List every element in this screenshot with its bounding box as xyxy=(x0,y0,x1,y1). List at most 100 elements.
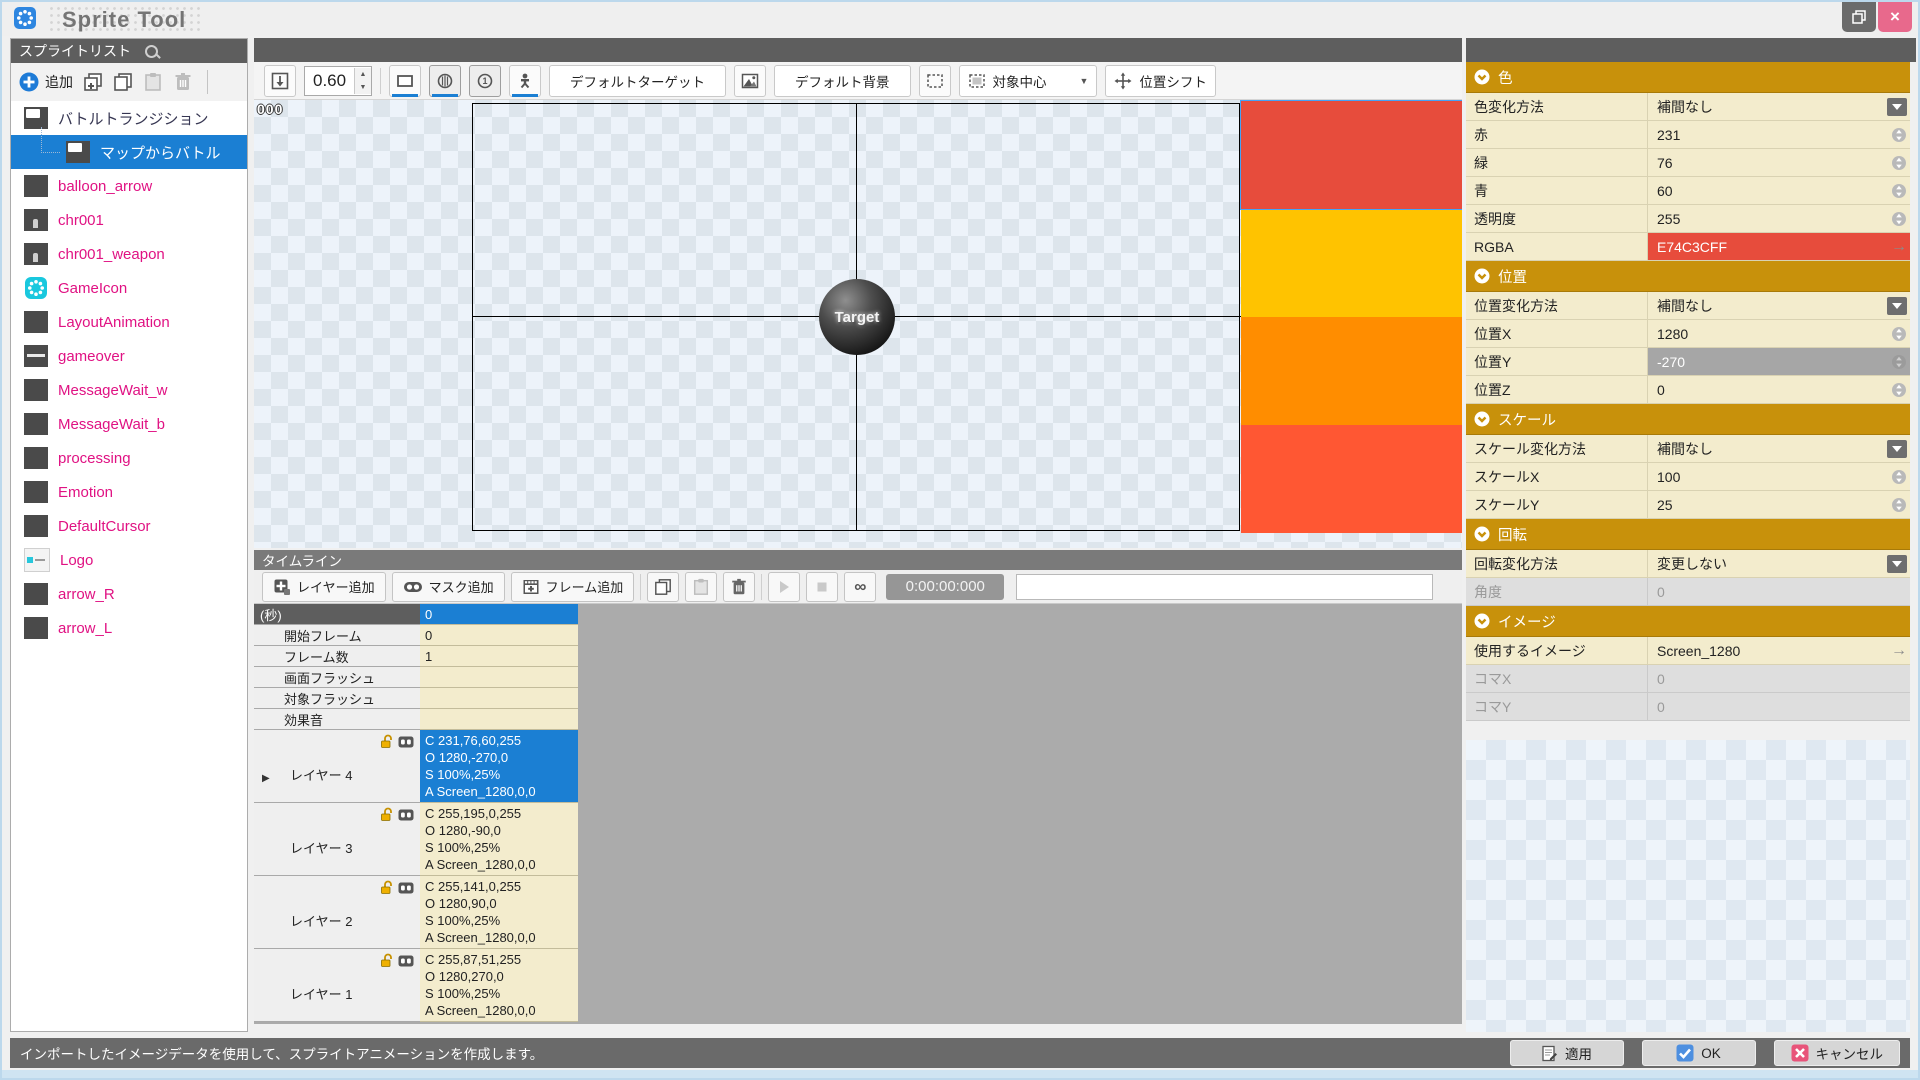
section-header-image[interactable]: イメージ xyxy=(1466,606,1910,637)
search-icon[interactable] xyxy=(145,44,158,58)
arrow-right-icon[interactable]: → xyxy=(1891,237,1907,255)
target-sphere[interactable]: Target xyxy=(819,279,895,355)
layer4-name-cell[interactable]: ▶ レイヤー 4 xyxy=(254,730,420,803)
layer4-bar-selected[interactable] xyxy=(1240,100,1462,210)
row-value-sound-effect[interactable] xyxy=(420,709,578,730)
green-value[interactable]: 76 xyxy=(1648,149,1910,177)
section-header-position[interactable]: 位置 xyxy=(1466,261,1910,292)
stop-button[interactable] xyxy=(806,571,839,602)
list-item-processing[interactable]: processing xyxy=(11,441,247,475)
unlock-icon[interactable] xyxy=(380,734,394,749)
frame-0-cell-selected[interactable]: 0 xyxy=(420,604,578,625)
toggle-frame-view-button[interactable] xyxy=(389,64,421,97)
spin-down-icon[interactable]: ▼ xyxy=(355,80,371,94)
spinner-icon[interactable] xyxy=(1891,155,1907,171)
delete-frame-button[interactable] xyxy=(723,571,756,602)
delete-sprite-icon[interactable] xyxy=(173,72,193,92)
paste-sprite-icon[interactable] xyxy=(143,72,163,92)
cancel-button[interactable]: キャンセル xyxy=(1773,1040,1900,1066)
position-shift-button[interactable]: 位置シフト xyxy=(1105,64,1216,97)
opacity-value[interactable]: 255 xyxy=(1648,205,1910,233)
restore-window-button[interactable] xyxy=(1842,2,1876,32)
section-header-color[interactable]: 色 xyxy=(1466,62,1910,93)
layer1-bar[interactable] xyxy=(1241,425,1462,533)
layer1-name-cell[interactable]: レイヤー 1 xyxy=(254,949,420,1022)
arrow-right-icon[interactable]: → xyxy=(1891,641,1907,659)
spinner-icon[interactable] xyxy=(1891,326,1907,342)
add-frame-button[interactable]: フレーム追加 xyxy=(510,571,635,602)
close-window-button[interactable]: × xyxy=(1878,2,1912,32)
frames-badge-icon[interactable] xyxy=(398,736,414,748)
dropdown-icon[interactable] xyxy=(1887,554,1907,573)
unlock-icon[interactable] xyxy=(380,953,394,968)
spin-up-icon[interactable]: ▲ xyxy=(355,67,371,81)
add-sprite-button[interactable]: 追加 xyxy=(19,72,73,92)
scale-y-value[interactable]: 25 xyxy=(1648,491,1910,519)
layer1-keyframe-cell[interactable]: C 255,87,51,255 O 1280,270,0 S 100%,25% … xyxy=(420,949,578,1022)
used-image-value[interactable]: Screen_1280 → xyxy=(1648,637,1910,665)
list-item-chr001-weapon[interactable]: chr001_weapon xyxy=(11,237,247,271)
list-item-messagewait-b[interactable]: MessageWait_b xyxy=(11,407,247,441)
add-mask-button[interactable]: マスク追加 xyxy=(391,571,505,602)
rgba-value[interactable]: E74C3CFF → xyxy=(1648,233,1910,261)
row-value-start-frame[interactable]: 0 xyxy=(420,625,578,646)
section-header-rotation[interactable]: 回転 xyxy=(1466,519,1910,550)
list-item-map-to-battle-selected[interactable]: マップからバトル xyxy=(11,127,247,169)
layer3-bar[interactable] xyxy=(1241,209,1462,317)
list-item-layoutanimation[interactable]: LayoutAnimation xyxy=(11,305,247,339)
list-item-balloon-arrow[interactable]: balloon_arrow xyxy=(11,169,247,203)
red-value[interactable]: 231 xyxy=(1648,121,1910,149)
selection-rect-button[interactable] xyxy=(918,64,951,97)
background-image-button[interactable] xyxy=(734,64,766,97)
loop-button[interactable]: ∞ xyxy=(844,571,877,602)
spinner-icon[interactable] xyxy=(1891,211,1907,227)
spinner-icon[interactable] xyxy=(1891,354,1907,370)
blue-value[interactable]: 60 xyxy=(1648,177,1910,205)
ok-button[interactable]: OK xyxy=(1641,1040,1756,1066)
spinner-icon[interactable] xyxy=(1891,469,1907,485)
frames-badge-icon[interactable] xyxy=(398,809,414,821)
expander-icon[interactable]: ▶ xyxy=(262,773,270,784)
target-center-combo[interactable]: 対象中心 ▼ xyxy=(958,64,1098,97)
row-value-target-flash[interactable] xyxy=(420,688,578,709)
duplicate-sprite-icon[interactable] xyxy=(83,72,103,92)
add-layer-button[interactable]: レイヤー追加 xyxy=(262,571,386,602)
spinner-icon[interactable] xyxy=(1891,497,1907,513)
list-item-messagewait-w[interactable]: MessageWait_w xyxy=(11,373,247,407)
layer2-keyframe-cell[interactable]: C 255,141,0,255 O 1280,90,0 S 100%,25% A… xyxy=(420,876,578,949)
section-header-scale[interactable]: スケール xyxy=(1466,404,1910,435)
paste-frame-button[interactable] xyxy=(685,571,718,602)
list-item-defaultcursor[interactable]: DefaultCursor xyxy=(11,509,247,543)
position-x-value[interactable]: 1280 xyxy=(1648,320,1910,348)
list-item-gameover[interactable]: gameover xyxy=(11,339,247,373)
dropdown-icon[interactable] xyxy=(1887,97,1907,116)
rotation-method-value[interactable]: 変更しない xyxy=(1648,550,1910,578)
unlock-icon[interactable] xyxy=(380,807,394,822)
dropdown-icon[interactable] xyxy=(1887,296,1907,315)
frames-badge-icon[interactable] xyxy=(398,955,414,967)
toggle-target-number-button[interactable]: 1 xyxy=(469,64,501,97)
layer2-name-cell[interactable]: レイヤー 2 xyxy=(254,876,420,949)
position-z-value[interactable]: 0 xyxy=(1648,376,1910,404)
list-item-logo[interactable]: Logo xyxy=(11,543,247,577)
position-method-value[interactable]: 補間なし xyxy=(1648,292,1910,320)
scale-method-value[interactable]: 補間なし xyxy=(1648,435,1910,463)
position-y-value-selected[interactable]: -270 xyxy=(1648,348,1910,376)
toggle-actor-button[interactable] xyxy=(509,64,541,97)
list-item-emotion[interactable]: Emotion xyxy=(11,475,247,509)
stage-canvas[interactable]: 000 Target xyxy=(254,100,1462,548)
layer3-name-cell[interactable]: レイヤー 3 xyxy=(254,803,420,876)
toggle-target-marble-button[interactable] xyxy=(429,64,461,97)
zoom-input[interactable]: 0.60 ▲ ▼ xyxy=(304,65,372,96)
list-item-battle-transition[interactable]: バトルトランジション xyxy=(11,101,247,135)
timeline-ruler[interactable] xyxy=(1016,573,1434,600)
layer2-bar[interactable] xyxy=(1241,317,1462,425)
unlock-icon[interactable] xyxy=(380,880,394,895)
color-method-value[interactable]: 補間なし xyxy=(1648,93,1910,121)
list-item-chr001[interactable]: chr001 xyxy=(11,203,247,237)
copy-sprite-icon[interactable] xyxy=(113,72,133,92)
fit-view-button[interactable] xyxy=(264,64,296,97)
frames-badge-icon[interactable] xyxy=(398,882,414,894)
apply-button[interactable]: 適用 xyxy=(1509,1040,1624,1066)
scale-x-value[interactable]: 100 xyxy=(1648,463,1910,491)
